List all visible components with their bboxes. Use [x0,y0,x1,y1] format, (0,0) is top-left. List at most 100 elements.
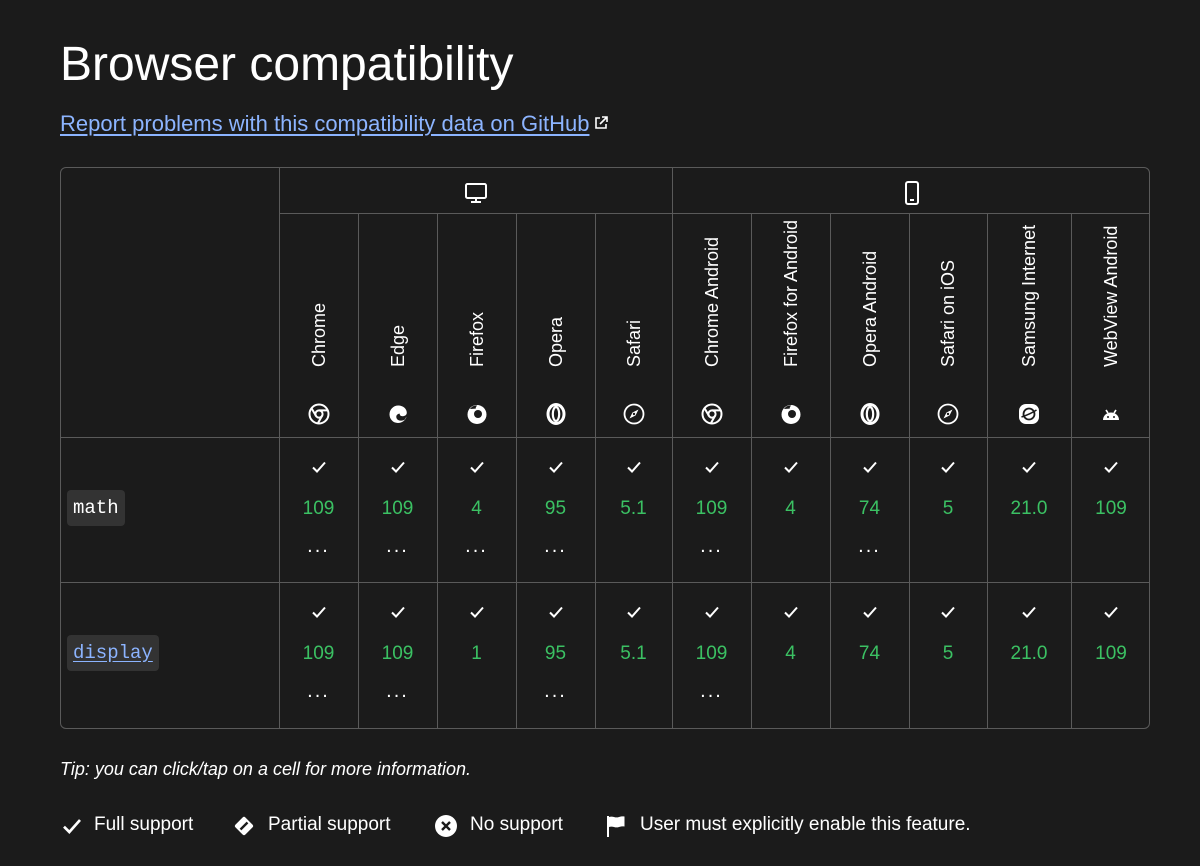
check-icon [1102,603,1120,621]
support-cell[interactable]: 5 [909,582,987,727]
support-cell[interactable]: 109... [279,582,358,727]
support-cell[interactable]: 109... [672,437,751,582]
version-number: 109 [695,643,728,664]
more-info-indicator: ... [386,680,409,702]
browser-header: WebView Android [1071,213,1149,437]
version-number: 95 [544,643,567,664]
desktop-icon [463,180,489,206]
column-divider [516,213,517,728]
check-icon [389,458,407,476]
version-number: 5.1 [620,498,647,519]
browser-name: Edge [387,324,408,367]
support-cell[interactable]: 109... [358,437,437,582]
support-cell[interactable]: 4 [751,437,830,582]
chrome-icon [308,403,330,425]
version-number: 4 [471,498,482,519]
check-icon [310,603,328,621]
version-number: 95 [544,498,567,519]
check-icon [939,458,957,476]
check-icon [310,458,328,476]
support-cell[interactable]: 4 [751,582,830,727]
column-divider [279,168,280,728]
support-cell[interactable]: 109 [1071,437,1149,582]
legend-label: User must explicitly enable this feature… [640,814,971,835]
support-cell[interactable]: 109... [672,582,751,727]
browser-header: Chrome [279,213,358,437]
opera-icon [545,403,567,425]
check-icon [1020,458,1038,476]
version-number: 109 [381,498,414,519]
support-cell[interactable]: 109 [1071,582,1149,727]
legend-label: Partial support [268,814,391,835]
browser-header: Edge [358,213,437,437]
check-icon [468,458,486,476]
version-number: 74 [858,498,881,519]
safari-icon [937,403,959,425]
more-info-indicator: ... [307,680,330,702]
browser-name: Chrome [308,302,329,367]
firefox-icon [780,403,802,425]
row-divider [61,582,1149,583]
browser-name: Opera [545,316,566,367]
support-cell[interactable]: 1 [437,582,516,727]
version-number: 5 [942,643,954,664]
browser-header: Opera [516,213,595,437]
browser-header: Chrome Android [672,213,751,437]
support-cell[interactable]: 5.1 [595,437,672,582]
more-info-indicator: ... [386,535,409,557]
browser-header: Safari [595,213,672,437]
column-divider [1071,213,1072,728]
column-divider [751,213,752,728]
support-cell[interactable]: 4... [437,437,516,582]
feature-math: math [67,489,125,526]
support-cell[interactable]: 5.1 [595,582,672,727]
browser-header: Firefox [437,213,516,437]
column-divider [358,213,359,728]
check-icon [861,458,879,476]
version-number: 109 [302,498,335,519]
check-icon [1102,458,1120,476]
samsung-internet-icon [1018,403,1040,425]
support-cell[interactable]: 95... [516,437,595,582]
check-icon [389,603,407,621]
more-info-indicator: ... [307,535,330,557]
check-icon [625,458,643,476]
support-cell[interactable]: 74 [830,582,909,727]
chrome-icon [701,403,723,425]
check-icon [782,603,800,621]
support-cell[interactable]: 21.0 [987,582,1071,727]
support-cell[interactable]: 109... [358,582,437,727]
version-number: 109 [1095,643,1127,664]
legend-label: No support [470,814,563,835]
check-icon [939,603,957,621]
compatibility-table: Chrome Edge Firefox Opera Safari Chrome Andro… [60,167,1150,729]
column-divider [909,213,910,728]
check-icon [547,458,565,476]
feature-display[interactable]: display [67,634,159,671]
browser-header: Opera Android [830,213,909,437]
safari-icon [623,403,645,425]
support-cell[interactable]: 21.0 [987,437,1071,582]
page-title: Browser compatibility [60,38,514,91]
opera-icon [859,403,881,425]
browser-name: Safari [623,319,644,367]
browser-name: Chrome Android [701,236,722,367]
legend-label: Full support [94,814,194,835]
support-cell[interactable]: 5 [909,437,987,582]
more-info-indicator: ... [544,680,567,702]
row-divider [61,437,1149,438]
more-info-indicator: ... [700,680,723,702]
support-cell[interactable]: 74... [830,437,909,582]
version-number: 74 [858,643,881,664]
report-problems-link[interactable]: Report problems with this compatibility … [60,109,610,139]
column-divider [830,213,831,728]
check-icon [703,603,721,621]
platform-divider [279,213,1149,214]
support-cell[interactable]: 109... [279,437,358,582]
more-info-indicator: ... [858,535,881,557]
version-number: 21.0 [1010,643,1048,664]
check-icon [468,603,486,621]
flag-icon [604,814,628,838]
version-number: 4 [785,643,796,664]
support-cell[interactable]: 95... [516,582,595,727]
